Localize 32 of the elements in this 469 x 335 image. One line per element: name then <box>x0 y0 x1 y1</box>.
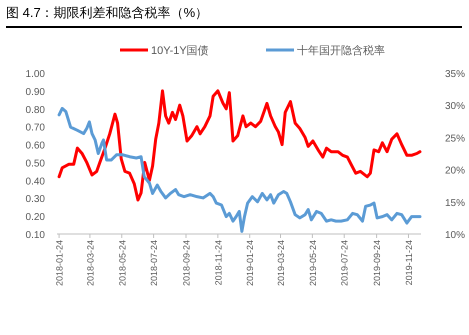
y2-tick-label: 10% <box>444 230 466 241</box>
x-tick-label: 2019-09-24 <box>372 240 382 286</box>
legend-label: 10Y-1Y国债 <box>151 45 209 57</box>
y2-tick-label: 35% <box>444 69 466 80</box>
y-tick-label: 0.40 <box>26 176 46 188</box>
y2-tick-label: 15% <box>444 198 466 209</box>
y-tick-label: 1.00 <box>26 69 46 80</box>
x-tick-label: 2018-01-24 <box>54 240 65 286</box>
x-tick-label: 2019-01-24 <box>245 240 256 286</box>
y2-tick-label: 20% <box>444 166 466 177</box>
y-tick-label: 0.20 <box>26 212 46 224</box>
y-tick-label: 0.60 <box>26 140 46 152</box>
x-tick-label: 2019-05-24 <box>308 240 318 286</box>
x-tick-label: 2018-03-24 <box>85 240 96 286</box>
legend-label: 十年国开隐含税率 <box>297 44 385 57</box>
x-tick-label: 2018-09-24 <box>181 240 192 286</box>
y2-tick-label: 30% <box>444 101 466 112</box>
y-tick-label: 0.70 <box>26 122 46 134</box>
x-tick-label: 2018-11-24 <box>213 240 224 286</box>
line-series <box>58 89 422 202</box>
y-tick-label: 0.90 <box>26 86 46 98</box>
x-tick-label: 2019-03-24 <box>276 240 286 286</box>
y-tick-label: 0.50 <box>26 158 46 170</box>
x-tick-label: 2019-11-24 <box>404 240 414 286</box>
y-tick-label: 0.10 <box>26 230 46 241</box>
chart-title: 图 4.7：期限利差和隐含税率（%） <box>6 5 208 20</box>
x-tick-label: 2018-07-24 <box>149 240 160 286</box>
x-tick-label: 2019-07-24 <box>340 240 350 286</box>
y2-tick-label: 25% <box>444 133 466 144</box>
y-tick-label: 0.80 <box>26 104 46 116</box>
x-tick-label: 2018-05-24 <box>117 240 128 286</box>
y-tick-label: 0.30 <box>26 194 46 206</box>
